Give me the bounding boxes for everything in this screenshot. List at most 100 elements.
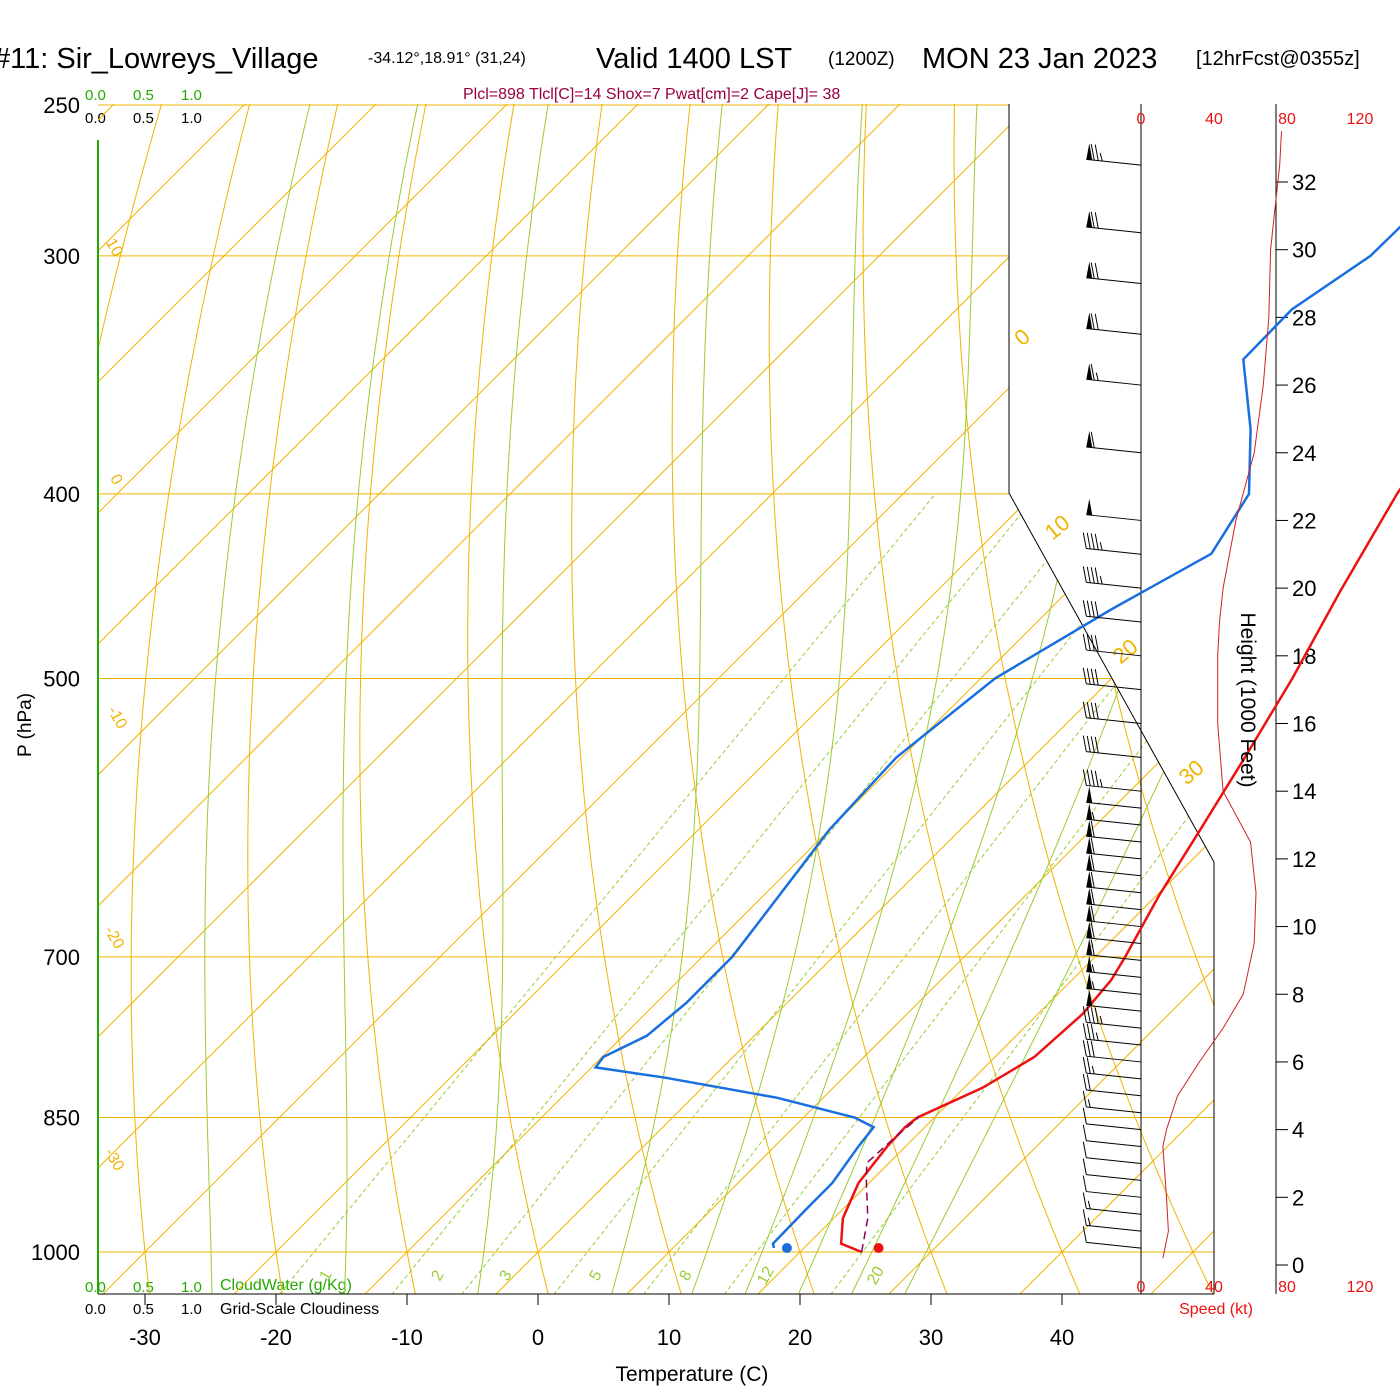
wind-barb-shaft bbox=[1086, 751, 1142, 758]
axes: -30 -20 -10 0 10 20 30 400246810121416182022242… bbox=[101, 111, 1374, 1350]
wind-barb-flag bbox=[1094, 669, 1099, 686]
speed-tick-label-top: 40 bbox=[1205, 111, 1223, 128]
wind-barb bbox=[1086, 837, 1142, 860]
wind-barb-shaft bbox=[1086, 818, 1142, 826]
wind-barb-pennant bbox=[1086, 972, 1093, 990]
dewpoint-profile-line bbox=[593, 225, 1400, 1249]
moist-adiabat-line bbox=[735, 104, 979, 1294]
height-tick-label: 22 bbox=[1292, 508, 1316, 533]
wind-barb-half-flag bbox=[1095, 372, 1099, 381]
wind-barb-flag bbox=[1094, 736, 1099, 753]
wind-barb-flag bbox=[1090, 905, 1095, 922]
wind-barb bbox=[1086, 363, 1142, 386]
mixing-ratio-label: 12 bbox=[754, 1264, 778, 1288]
wind-barb-flag bbox=[1090, 837, 1095, 855]
wind-barb-flag bbox=[1086, 1074, 1091, 1091]
wind-barb bbox=[1086, 786, 1142, 809]
surface-dewpoint-marker bbox=[781, 1243, 792, 1253]
wind-speed-profile-line bbox=[1162, 131, 1282, 1259]
height-tick-label: 6 bbox=[1292, 1050, 1304, 1075]
wind-barb-flag bbox=[1082, 1158, 1087, 1175]
wind-barb bbox=[1082, 1226, 1142, 1249]
pressure-tick-label: 300 bbox=[43, 244, 80, 269]
isotherm-line bbox=[98, 104, 279, 1294]
wind-barb bbox=[1082, 600, 1142, 623]
wind-barb bbox=[1086, 870, 1142, 894]
station-title: #11: Sir_Lowreys_Village bbox=[0, 43, 319, 75]
wind-barb bbox=[1086, 854, 1142, 877]
stability-indices: Plcl=898 Tlcl[C]=14 Shox=7 Pwat[cm]=2 Ca… bbox=[463, 86, 840, 103]
wind-barb bbox=[1082, 1124, 1142, 1148]
wind-barb bbox=[1086, 972, 1142, 995]
isotherm-label: -10 bbox=[104, 703, 130, 732]
wind-barb-shaft bbox=[1086, 717, 1142, 724]
wind-barb-pennant bbox=[1086, 820, 1093, 837]
temperature-tick-label: -30 bbox=[129, 1325, 161, 1350]
wind-barb bbox=[1086, 938, 1142, 961]
temperature-tick-label: 0 bbox=[532, 1325, 544, 1350]
wind-barb-flag bbox=[1094, 635, 1099, 652]
wind-barb bbox=[1082, 701, 1142, 724]
wind-barb-shaft bbox=[1086, 1140, 1142, 1148]
wind-barb-flag bbox=[1086, 668, 1091, 685]
wind-barb-pennant bbox=[1086, 143, 1093, 160]
cloudiness-tick-top: 1.0 bbox=[181, 110, 202, 127]
wind-barb-flag bbox=[1090, 313, 1095, 330]
wind-barb-flag bbox=[1082, 1107, 1087, 1124]
wind-barb-pennant bbox=[1086, 854, 1093, 871]
wind-barb-shaft bbox=[1086, 1241, 1142, 1249]
wind-barb-half-flag bbox=[1091, 811, 1095, 821]
pressure-tick-label: 700 bbox=[43, 945, 80, 970]
wind-barb-flag bbox=[1090, 871, 1095, 888]
dry-adiabat-line bbox=[862, 104, 1091, 1294]
wind-barb bbox=[1082, 1040, 1142, 1063]
height-tick-label: 16 bbox=[1292, 712, 1316, 737]
forecast-info: [12hrFcst@0355z] bbox=[1196, 48, 1360, 70]
moist-adiabat-line bbox=[893, 104, 1214, 1294]
isotherm-line bbox=[342, 104, 1214, 1294]
wind-barb-flag bbox=[1090, 1007, 1095, 1024]
wind-barb-shaft bbox=[1086, 615, 1142, 623]
wind-barb-half-flag bbox=[1091, 981, 1095, 990]
wind-barb-flag bbox=[1086, 634, 1091, 651]
wind-barb-half-flag bbox=[1099, 1015, 1103, 1025]
moist-adiabat-line bbox=[204, 104, 319, 1294]
wind-barb-flag bbox=[1090, 634, 1095, 651]
speed-tick-label-bottom: 40 bbox=[1205, 1279, 1223, 1296]
wind-barb-pennant bbox=[1086, 837, 1093, 854]
speed-tick-label-bottom: 80 bbox=[1278, 1279, 1296, 1296]
wind-barb-shaft bbox=[1086, 937, 1142, 944]
wind-barb-flag bbox=[1094, 770, 1099, 787]
mixing-ratio-label: 5 bbox=[587, 1268, 606, 1284]
wind-barb-flag bbox=[1090, 770, 1095, 787]
wind-barb-flag bbox=[1090, 922, 1095, 939]
wind-barb-half-flag bbox=[1099, 152, 1103, 162]
wind-barb-flag bbox=[1090, 736, 1095, 753]
station-coords: -34.12°,18.91° (31,24) bbox=[368, 50, 526, 67]
wind-barb-flag bbox=[1094, 567, 1099, 584]
wind-barb-half-flag bbox=[1099, 575, 1103, 585]
wind-barb-flag bbox=[1086, 702, 1091, 719]
speed-tick-label-top: 120 bbox=[1347, 111, 1374, 128]
wind-barb-flag bbox=[1082, 566, 1087, 583]
pressure-tick-label: 400 bbox=[43, 482, 80, 507]
mixing-ratio-label: 2 bbox=[429, 1268, 448, 1284]
wind-barb-flag bbox=[1082, 1006, 1087, 1023]
wind-barb-shaft bbox=[1086, 852, 1142, 860]
wind-barb-pennant bbox=[1086, 887, 1093, 905]
wind-barb-shaft bbox=[1086, 1123, 1142, 1131]
temperature-profile-line bbox=[839, 487, 1400, 1254]
dry-adiabat-line bbox=[571, 104, 689, 1294]
height-tick-label: 30 bbox=[1292, 238, 1316, 263]
zulu-time: (1200Z) bbox=[828, 49, 895, 70]
isotherm-line bbox=[98, 104, 934, 1294]
wind-barb-shaft bbox=[1086, 1038, 1142, 1046]
wind-barb-shaft bbox=[1086, 446, 1142, 454]
wind-barb-half-flag bbox=[1087, 1099, 1091, 1108]
wind-barb-flag bbox=[1090, 820, 1095, 838]
wind-barb bbox=[1086, 904, 1142, 928]
speed-tick-label-bottom: 120 bbox=[1347, 1279, 1374, 1296]
wind-barb bbox=[1086, 312, 1142, 335]
wind-barb bbox=[1082, 1006, 1142, 1029]
height-tick-label: 26 bbox=[1292, 373, 1316, 398]
